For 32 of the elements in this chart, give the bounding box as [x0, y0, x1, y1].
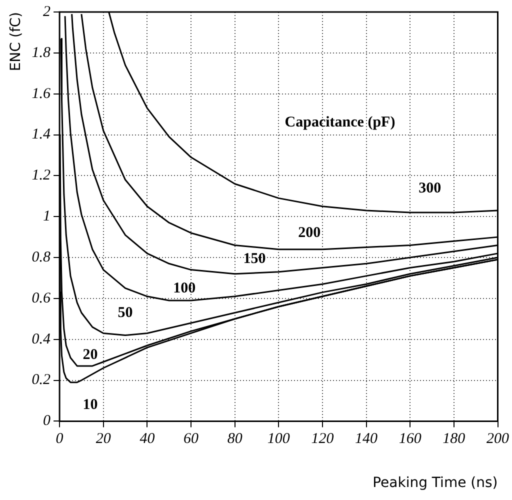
x-tick-label: 20 [96, 431, 112, 448]
y-tick-label: 1.6 [32, 86, 52, 102]
x-tick-label: 180 [442, 431, 466, 448]
series-label: 10 [82, 397, 98, 414]
y-tick-label: 2 [43, 4, 52, 20]
x-tick-label: 160 [398, 431, 422, 448]
y-tick-label: 0.6 [32, 290, 52, 306]
y-tick-label: 0.4 [32, 331, 52, 348]
series-label: 300 [418, 180, 442, 196]
x-tick-label: 80 [227, 431, 243, 448]
y-tick-label: 1.2 [32, 168, 52, 184]
annotation: Capacitance (pF) [284, 114, 396, 130]
x-axis-title: Peaking Time (ns) [372, 475, 498, 492]
y-tick-label: 0.2 [32, 372, 52, 388]
series-label: 50 [118, 305, 133, 322]
y-tick-label: 1.8 [32, 44, 52, 61]
y-tick-label: 0.8 [32, 249, 52, 266]
y-axis-title: ENC (fC) [8, 12, 24, 72]
series-label: 200 [298, 225, 321, 242]
x-tick-label: 40 [140, 431, 156, 448]
series-label: 150 [243, 250, 266, 267]
series-label: 100 [173, 280, 196, 296]
x-tick-label: 140 [355, 431, 378, 448]
series-label: 20 [82, 346, 98, 363]
x-tick-label: 60 [184, 431, 200, 448]
x-tick-label: 200 [486, 431, 510, 448]
x-tick-label: 100 [267, 431, 290, 448]
y-tick-label: 0 [43, 413, 52, 430]
x-tick-label: 120 [311, 431, 334, 448]
y-tick-label: 1.4 [32, 126, 52, 143]
x-tick-label: 0 [56, 431, 64, 448]
y-tick-label: 1 [43, 208, 51, 225]
